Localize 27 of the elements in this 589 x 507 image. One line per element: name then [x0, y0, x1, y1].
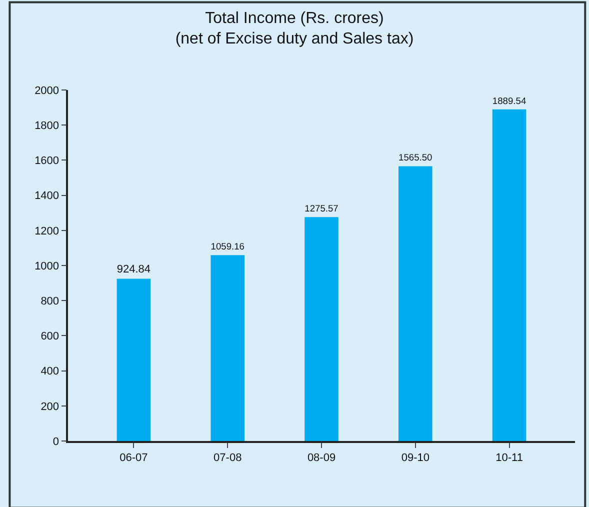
y-tick-label: 0 — [52, 436, 60, 448]
bar — [116, 278, 151, 441]
bar — [398, 166, 432, 441]
x-tick-label: 09-10 — [401, 452, 430, 464]
bar — [304, 217, 338, 441]
data-label: 1275.57 — [304, 204, 338, 214]
x-tick-label: 08-09 — [307, 452, 336, 464]
y-tick-label: 200 — [40, 400, 60, 413]
y-tick-label: 1200 — [34, 225, 60, 238]
bar — [210, 255, 245, 441]
y-tick-label: 2000 — [34, 84, 60, 97]
data-label: 1565.50 — [398, 152, 432, 163]
y-tick-label: 1600 — [34, 155, 60, 168]
y-tick-label: 800 — [40, 295, 60, 308]
data-label: 1059.16 — [210, 242, 244, 252]
y-tick-label: 1800 — [34, 120, 60, 132]
x-tick-label: 10-11 — [496, 452, 523, 464]
y-tick-label: 600 — [40, 330, 60, 343]
y-tick-label: 1000 — [34, 260, 60, 272]
data-label: 924.84 — [116, 264, 151, 276]
y-tick-label: 400 — [40, 366, 60, 378]
x-tick-label: 07-08 — [214, 452, 242, 464]
bar — [492, 109, 526, 441]
chart-title: Total Income (Rs. crores) (net of Excise duty and Sales tax) — [175, 10, 414, 48]
y-tick-label: 1400 — [34, 190, 60, 202]
x-tick-label: 06-07 — [120, 452, 148, 464]
data-label: 1889.54 — [492, 96, 526, 106]
